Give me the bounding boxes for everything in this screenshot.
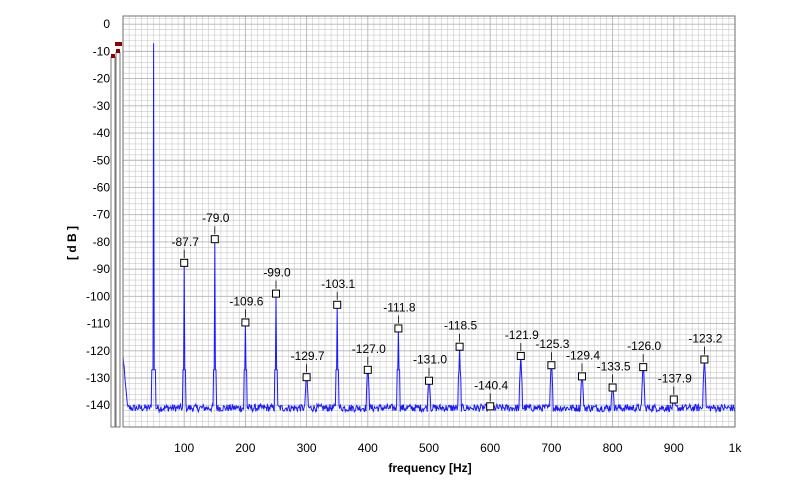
- x-tick-label: 500: [419, 441, 439, 455]
- harmonic-value-label: -99.0: [263, 266, 291, 280]
- harmonic-value-label: -129.4: [566, 348, 600, 362]
- harmonic-value-label: -118.5: [444, 319, 477, 333]
- harmonic-value-label: -103.1: [321, 277, 355, 291]
- harmonic-marker: [394, 324, 403, 333]
- x-tick-label: 700: [541, 441, 561, 455]
- y-tick-label: -100: [86, 289, 110, 303]
- x-tick-label: 100: [174, 441, 194, 455]
- y-tick-label: -50: [93, 153, 111, 167]
- harmonic-value-label: -125.3: [535, 337, 569, 351]
- y-tick-label: -80: [93, 235, 111, 249]
- harmonic-marker: [210, 235, 219, 244]
- harmonic-marker: [516, 351, 525, 360]
- harmonic-value-label: -137.9: [658, 372, 692, 386]
- y-tick-label: -10: [93, 44, 111, 58]
- x-tick-label: 400: [358, 441, 378, 455]
- harmonic-marker: [363, 365, 372, 374]
- harmonic-marker: [180, 258, 189, 267]
- harmonic-value-label: -87.7: [172, 235, 200, 249]
- harmonic-marker: [272, 289, 280, 298]
- x-tick-labels: 100 200 300 400 500 600 700 800 900 1k: [174, 441, 742, 455]
- harmonic-marker: [302, 373, 311, 382]
- harmonic-value-label: -140.4: [474, 378, 508, 392]
- y-axis-label: [ d B ]: [65, 226, 79, 260]
- harmonic-marker: [425, 376, 433, 385]
- x-axis-label: frequency [Hz]: [388, 461, 471, 475]
- y-tick-label: -40: [93, 126, 111, 140]
- level-meter-peak-top: [115, 42, 122, 46]
- y-tick-label: -30: [93, 99, 111, 113]
- x-tick-label: 900: [664, 441, 684, 455]
- harmonic-value-label: -121.9: [505, 328, 539, 342]
- harmonic-marker: [700, 355, 709, 364]
- y-tick-label: -20: [93, 72, 111, 86]
- harmonic-value-label: -131.0: [413, 353, 447, 367]
- y-tick-label: -90: [93, 262, 111, 276]
- x-tick-label: 1k: [729, 441, 743, 455]
- harmonic-value-label: -123.2: [688, 331, 722, 345]
- harmonic-value-label: -127.0: [352, 342, 386, 356]
- level-meter-bar-right: [115, 51, 121, 428]
- level-meter-peak-right: [116, 49, 120, 53]
- harmonic-value-label: -111.8: [383, 300, 416, 314]
- harmonic-value-label: -79.0: [202, 211, 230, 225]
- harmonic-value-label: -129.7: [291, 349, 325, 363]
- harmonic-marker: [241, 318, 250, 327]
- x-tick-label: 600: [480, 441, 500, 455]
- harmonic-marker: [547, 361, 556, 370]
- y-tick-label: -130: [86, 371, 110, 385]
- grid: [123, 16, 735, 427]
- harmonic-value-label: -133.5: [597, 360, 631, 374]
- y-tick-label: -140: [86, 398, 110, 412]
- harmonic-value-label: -126.0: [627, 339, 661, 353]
- x-tick-label: 200: [235, 441, 255, 455]
- harmonic-marker: [333, 300, 342, 309]
- harmonic-marker: [608, 383, 617, 392]
- harmonic-marker: [486, 402, 495, 411]
- level-meter-bar-left: [110, 56, 116, 428]
- plot-border: [122, 15, 736, 428]
- level-meter-peak-left: [111, 54, 115, 58]
- y-tick-label: -70: [93, 208, 111, 222]
- y-tick-label: 0: [103, 17, 110, 31]
- level-meter: [110, 42, 122, 428]
- harmonic-annotations: -87.7-79.0 -109.6-99.0 -129.7 -103.1 -127.0 -…: [172, 211, 723, 411]
- harmonic-value-label: -109.6: [229, 294, 263, 308]
- y-tick-label: -110: [87, 317, 110, 331]
- y-tick-label: -120: [86, 344, 110, 358]
- harmonic-marker: [669, 395, 678, 404]
- x-tick-label: 800: [603, 441, 623, 455]
- harmonic-marker: [578, 372, 586, 381]
- y-tick-labels: 0 -10 -20 -30 -40 -50 -60 -70 -80 -90 -100 -110 -120…: [86, 17, 110, 412]
- harmonic-marker: [639, 363, 648, 372]
- x-tick-label: 300: [297, 441, 317, 455]
- y-tick-label: -60: [93, 180, 111, 194]
- harmonic-marker: [455, 342, 464, 351]
